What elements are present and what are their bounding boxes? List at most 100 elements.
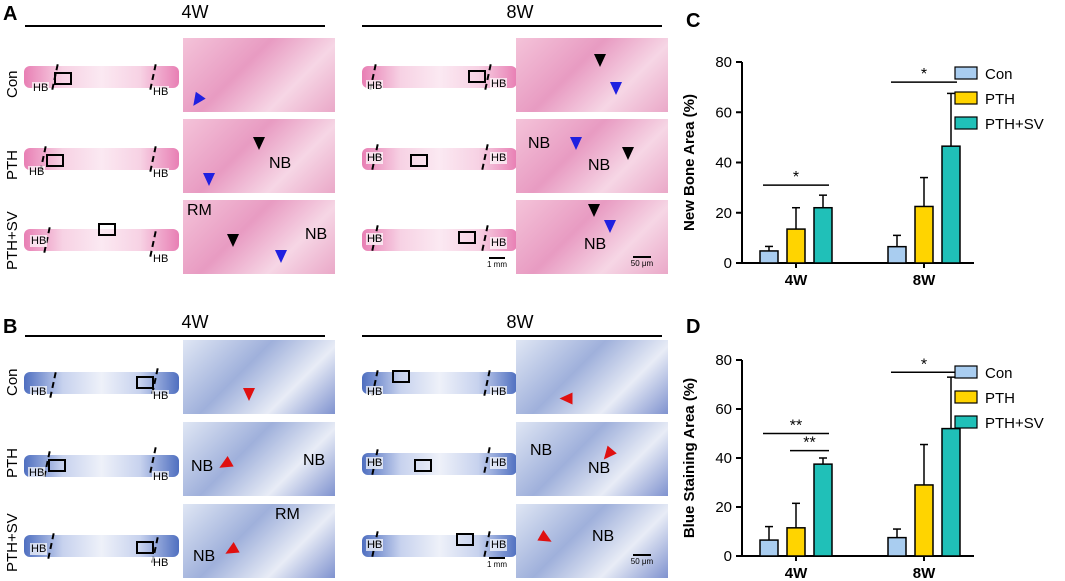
zoom-he-8w-pthsv: NB 50 μm — [516, 200, 668, 274]
scalebar-label: 50 μm — [630, 557, 654, 566]
scalebar-50um-b: 50 μm — [622, 554, 662, 566]
row-label-a-pthsv: PTH+SV — [4, 211, 21, 270]
overview-he-8w-con: HB HB — [362, 40, 517, 112]
overview-he-8w-pth: HB HB — [362, 122, 517, 194]
significance-mark: * — [921, 66, 927, 83]
y-tick-label: 0 — [724, 255, 732, 272]
y-tick-label: 40 — [715, 155, 732, 172]
zoom-mt-8w-pthsv: NB 50 μm — [516, 504, 668, 578]
scalebar-label: 1 mm — [487, 260, 507, 269]
black-arrow-icon — [253, 137, 265, 150]
legend-label: PTH+SV — [985, 116, 1044, 133]
time-label-a-8w: 8W — [506, 2, 534, 22]
legend-swatch — [954, 365, 978, 379]
y-tick-label: 20 — [715, 205, 732, 222]
hb-label: HB — [366, 233, 384, 245]
hb-label: HB — [366, 80, 384, 92]
significance-mark: ** — [790, 418, 802, 435]
panel-letter-a: A — [3, 3, 18, 25]
time-line-a-4w — [25, 25, 325, 27]
bar-pth-sv — [941, 145, 961, 264]
nb-label: NB — [193, 548, 216, 565]
nb-label: NB — [305, 226, 328, 243]
hb-label: HB — [30, 543, 48, 555]
zoom-mt-8w-con — [516, 340, 668, 414]
black-arrow-icon — [622, 147, 634, 160]
hb-label: HB — [366, 539, 384, 551]
bar-pth — [786, 228, 806, 264]
nb-label: NB — [191, 458, 214, 475]
blue-arrow-icon — [188, 91, 206, 110]
row-label-a-con: Con — [4, 70, 21, 98]
overview-he-4w-con: HB HB — [24, 40, 179, 112]
overview-mt-4w-pthsv: HB HB — [24, 507, 179, 579]
red-arrow-icon — [216, 456, 234, 473]
bar-pth — [914, 484, 934, 557]
legend-label: Con — [985, 66, 1013, 83]
nb-label: NB — [592, 528, 615, 545]
hb-label: HB — [490, 386, 508, 398]
nb-label: NB — [584, 236, 607, 253]
red-arrow-icon — [537, 530, 555, 547]
legend-swatch — [954, 66, 978, 80]
legend-swatch — [954, 91, 978, 105]
zoom-mt-4w-pthsv: RM NB — [183, 504, 335, 578]
overview-he-4w-pth: HB HB — [24, 122, 179, 194]
rm-label: RM — [275, 506, 300, 523]
y-tick-label: 80 — [715, 352, 732, 369]
hb-label: HB — [28, 467, 46, 479]
bar-con — [887, 536, 907, 557]
overview-mt-4w-pth: HB HB — [24, 425, 179, 497]
zoom-he-8w-con — [516, 38, 668, 112]
time-line-a-8w — [362, 25, 662, 27]
red-arrow-icon — [243, 388, 255, 401]
hb-label: HB — [152, 471, 170, 483]
time-label-a-4w: 4W — [181, 2, 209, 22]
zoom-he-8w-pth: NB NB — [516, 119, 668, 193]
time-label-b-4w: 4W — [181, 312, 209, 332]
row-label-a-pth: PTH — [4, 150, 21, 180]
panel-letter-c: C — [686, 10, 701, 32]
time-line-b-8w — [362, 335, 662, 337]
overview-mt-4w-con: HB HB — [24, 342, 179, 414]
zoom-mt-4w-con — [183, 340, 335, 414]
y-axis-label: Blue Staining Area (%) — [681, 378, 698, 538]
significance-mark: * — [921, 356, 927, 373]
nb-label: NB — [303, 452, 326, 469]
row-label-b-pthsv: PTH+SV — [4, 513, 21, 572]
row-label-b-pth: PTH — [4, 448, 21, 478]
panel-letter-b: B — [3, 316, 18, 338]
hb-label: HB — [366, 152, 384, 164]
y-axis-label: New Bone Area (%) — [681, 94, 698, 231]
hb-label: HB — [366, 457, 384, 469]
bar-con — [759, 539, 779, 557]
red-arrow-icon — [222, 542, 240, 559]
scalebar-1mm-a: 1 mm — [482, 257, 512, 269]
bar-pth — [786, 527, 806, 557]
legend-label: PTH+SV — [985, 415, 1044, 432]
scalebar-1mm-b: 1 mm — [482, 557, 512, 569]
overview-he-8w-pthsv: HB HB 1 mm — [362, 203, 517, 275]
hb-label: HB — [152, 253, 170, 265]
black-arrow-icon — [588, 204, 600, 217]
chart-new-bone-area: 0 20 40 60 80 New Bone Area (%) 4W 8W * * Con PTH PT… — [681, 54, 1044, 289]
hb-label: HB — [490, 237, 508, 249]
time-label-b-8w: 8W — [506, 312, 534, 332]
hb-label: HB — [30, 386, 48, 398]
x-tick-label: 4W — [785, 565, 808, 581]
hb-label: HB — [490, 539, 508, 551]
nb-label: NB — [588, 157, 611, 174]
x-tick-label: 4W — [785, 272, 808, 289]
legend-label: PTH — [985, 91, 1015, 108]
row-label-b-con: Con — [4, 368, 21, 396]
bar-pth — [914, 205, 934, 264]
nb-label: NB — [588, 460, 611, 477]
hb-label: HB — [28, 166, 46, 178]
y-tick-label: 0 — [724, 548, 732, 565]
zoom-he-4w-pthsv: RM NB — [183, 200, 335, 274]
bar-con — [887, 245, 907, 264]
significance-mark: ** — [803, 435, 815, 452]
legend-label: Con — [985, 365, 1013, 382]
overview-he-4w-pthsv: HB HB — [24, 203, 179, 275]
